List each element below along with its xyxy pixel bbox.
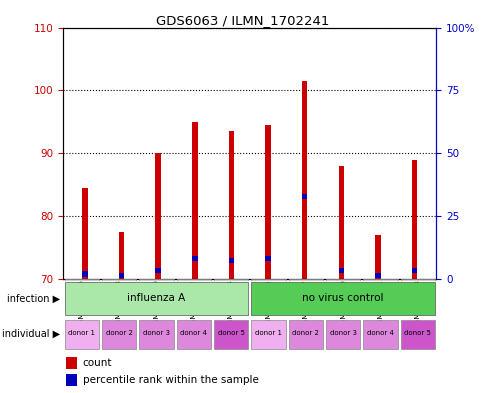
FancyBboxPatch shape bbox=[176, 320, 211, 349]
Bar bbox=[265, 125, 270, 279]
FancyBboxPatch shape bbox=[139, 279, 173, 281]
FancyBboxPatch shape bbox=[325, 320, 360, 349]
FancyBboxPatch shape bbox=[64, 320, 99, 349]
Text: GSM1684102: GSM1684102 bbox=[190, 279, 197, 328]
Bar bbox=[119, 232, 124, 279]
FancyBboxPatch shape bbox=[363, 279, 397, 281]
FancyBboxPatch shape bbox=[64, 279, 99, 281]
Bar bbox=[411, 268, 416, 273]
Text: GSM1684096: GSM1684096 bbox=[78, 279, 85, 328]
Bar bbox=[265, 256, 270, 261]
Bar bbox=[375, 273, 380, 278]
Bar bbox=[155, 153, 161, 279]
Text: GSM1684103: GSM1684103 bbox=[414, 279, 420, 328]
Bar bbox=[375, 235, 380, 279]
Bar bbox=[65, 357, 77, 369]
Text: donor 5: donor 5 bbox=[404, 331, 430, 336]
Text: donor 4: donor 4 bbox=[180, 331, 207, 336]
FancyBboxPatch shape bbox=[213, 279, 248, 281]
Text: count: count bbox=[82, 358, 112, 368]
Text: influenza A: influenza A bbox=[127, 293, 185, 303]
Bar bbox=[338, 268, 343, 273]
Text: GSM1684104: GSM1684104 bbox=[227, 279, 234, 328]
FancyBboxPatch shape bbox=[325, 279, 360, 281]
FancyBboxPatch shape bbox=[400, 279, 434, 281]
FancyBboxPatch shape bbox=[288, 279, 322, 281]
Text: GSM1684101: GSM1684101 bbox=[377, 279, 383, 328]
Text: donor 2: donor 2 bbox=[106, 331, 132, 336]
Text: GSM1684097: GSM1684097 bbox=[302, 279, 308, 328]
Text: GSM1684099: GSM1684099 bbox=[339, 279, 346, 328]
FancyBboxPatch shape bbox=[251, 283, 434, 315]
Bar bbox=[192, 122, 197, 279]
Bar bbox=[302, 81, 307, 279]
Text: donor 3: donor 3 bbox=[143, 331, 169, 336]
Bar bbox=[192, 256, 197, 261]
FancyBboxPatch shape bbox=[288, 320, 322, 349]
Bar bbox=[302, 193, 307, 198]
Text: donor 2: donor 2 bbox=[292, 331, 318, 336]
Text: GDS6063 / ILMN_1702241: GDS6063 / ILMN_1702241 bbox=[155, 14, 329, 27]
FancyBboxPatch shape bbox=[64, 283, 248, 315]
Bar bbox=[155, 268, 161, 273]
Text: donor 1: donor 1 bbox=[68, 331, 95, 336]
Bar bbox=[82, 188, 88, 279]
Bar bbox=[228, 131, 234, 279]
FancyBboxPatch shape bbox=[363, 320, 397, 349]
FancyBboxPatch shape bbox=[139, 320, 173, 349]
Text: donor 3: donor 3 bbox=[329, 331, 356, 336]
Text: GSM1684100: GSM1684100 bbox=[153, 279, 159, 328]
FancyBboxPatch shape bbox=[102, 320, 136, 349]
Bar bbox=[119, 273, 124, 278]
Text: individual ▶: individual ▶ bbox=[2, 329, 60, 339]
Text: no virus control: no virus control bbox=[302, 293, 383, 303]
FancyBboxPatch shape bbox=[400, 320, 434, 349]
FancyBboxPatch shape bbox=[102, 279, 136, 281]
Text: GSM1684098: GSM1684098 bbox=[116, 279, 122, 328]
Text: percentile rank within the sample: percentile rank within the sample bbox=[82, 375, 258, 385]
Text: infection ▶: infection ▶ bbox=[7, 294, 60, 304]
FancyBboxPatch shape bbox=[251, 320, 285, 349]
Bar bbox=[65, 374, 77, 386]
Text: donor 1: donor 1 bbox=[255, 331, 281, 336]
Bar bbox=[338, 166, 343, 279]
FancyBboxPatch shape bbox=[213, 320, 248, 349]
Bar bbox=[228, 258, 234, 263]
Text: donor 5: donor 5 bbox=[217, 331, 244, 336]
FancyBboxPatch shape bbox=[251, 279, 285, 281]
FancyBboxPatch shape bbox=[176, 279, 211, 281]
Text: donor 4: donor 4 bbox=[366, 331, 393, 336]
Text: GSM1684095: GSM1684095 bbox=[265, 279, 271, 328]
Bar bbox=[82, 272, 88, 277]
Bar bbox=[411, 160, 416, 279]
